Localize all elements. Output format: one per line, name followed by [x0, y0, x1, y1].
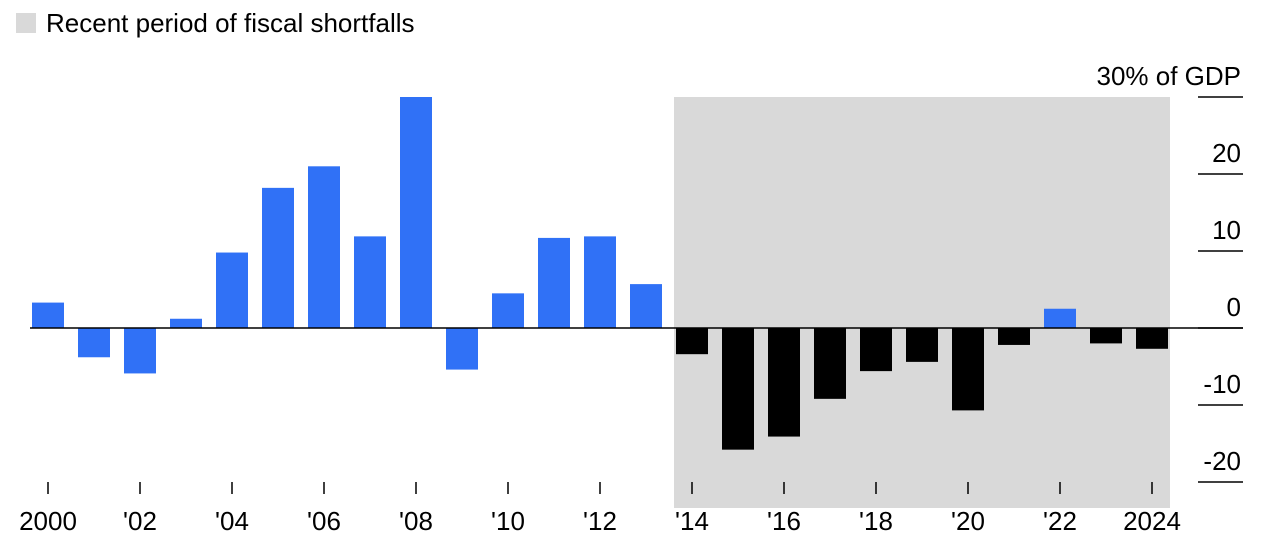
y-tick-label: -10	[1203, 369, 1241, 399]
y-tick-label: 20	[1212, 138, 1241, 168]
bar-2006	[308, 166, 340, 328]
x-tick-label: '20	[951, 506, 985, 536]
y-tick-label: 30% of GDP	[1096, 61, 1241, 91]
legend-swatch	[16, 13, 36, 33]
bar-2007	[354, 236, 386, 328]
y-tick-label: 10	[1212, 215, 1241, 245]
x-tick-label: '04	[215, 506, 249, 536]
x-tick-label: '18	[859, 506, 893, 536]
bar-2020	[952, 328, 984, 411]
bar-2005	[262, 187, 294, 328]
x-tick-label: '06	[307, 506, 341, 536]
x-tick-label: '08	[399, 506, 433, 536]
bar-2002	[124, 328, 156, 374]
bar-2015	[722, 328, 754, 450]
x-tick-label: '02	[123, 506, 157, 536]
x-tick-label: '12	[583, 506, 617, 536]
x-tick-label: 2024	[1123, 506, 1181, 536]
bar-2018	[860, 328, 892, 372]
bar-2001	[78, 328, 110, 358]
bar-2012	[584, 236, 616, 328]
shaded-period-region	[674, 97, 1170, 508]
x-tick-label: '22	[1043, 506, 1077, 536]
bar-2004	[216, 252, 248, 328]
bar-2017	[814, 328, 846, 399]
x-tick-label: '16	[767, 506, 801, 536]
bar-2019	[906, 328, 938, 362]
bar-2000	[32, 302, 64, 328]
bar-2011	[538, 237, 570, 328]
bar-2014	[676, 328, 708, 355]
bar-2022	[1044, 308, 1076, 328]
y-tick-label: -20	[1203, 446, 1241, 476]
bar-2008	[400, 97, 432, 328]
bar-2016	[768, 328, 800, 437]
y-tick-label: 0	[1227, 292, 1241, 322]
bar-2023	[1090, 328, 1122, 344]
legend-label: Recent period of fiscal shortfalls	[46, 8, 415, 38]
bar-2009	[446, 328, 478, 370]
x-tick-label: '14	[675, 506, 709, 536]
bar-2024	[1136, 328, 1168, 349]
legend: Recent period of fiscal shortfalls	[16, 8, 415, 38]
bar-2003	[170, 318, 202, 328]
x-tick-label: 2000	[19, 506, 77, 536]
bar-2021	[998, 328, 1030, 345]
x-tick-label: '10	[491, 506, 525, 536]
bar-2013	[630, 284, 662, 328]
bar-2010	[492, 293, 524, 328]
